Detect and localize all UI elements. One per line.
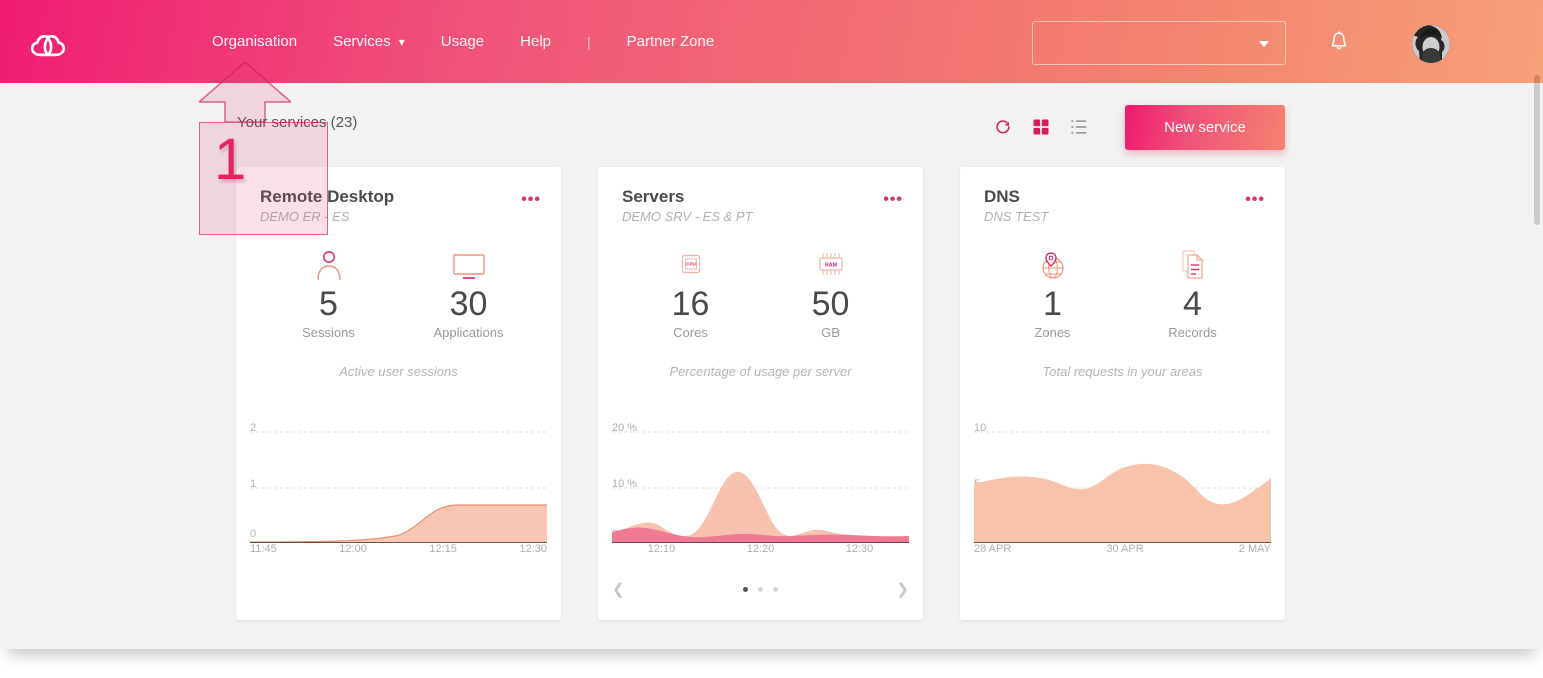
svg-text:CPU: CPU [686, 262, 696, 267]
svg-text:RAM: RAM [824, 263, 837, 269]
